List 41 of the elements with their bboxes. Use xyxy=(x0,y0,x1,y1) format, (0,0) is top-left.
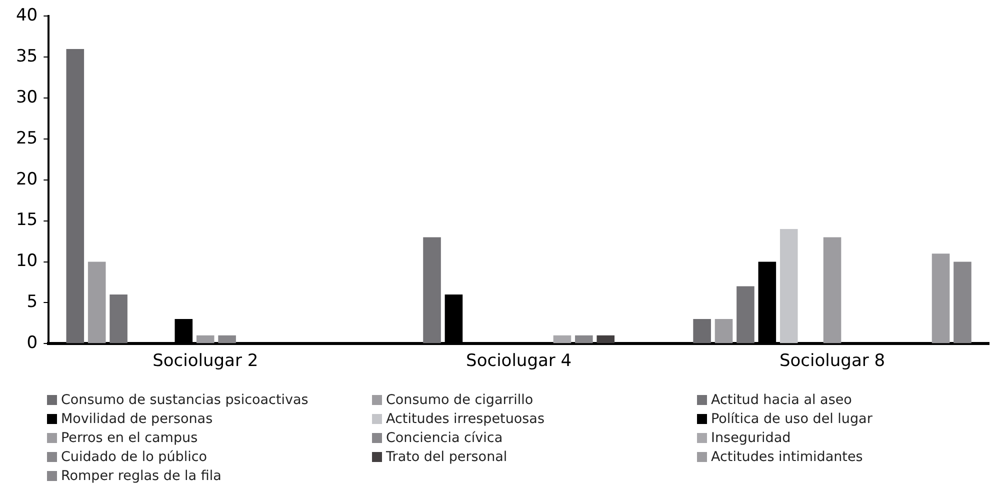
legend-label: Actitudes irrespetuosas xyxy=(386,411,544,427)
legend-label: Consumo de cigarrillo xyxy=(386,392,534,408)
y-tick-label: 0 xyxy=(26,333,38,354)
legend-label: Perros en el campus xyxy=(61,430,198,446)
bar xyxy=(88,262,106,344)
y-tick-label: 30 xyxy=(16,87,38,108)
legend-label: Actitud hacia al aseo xyxy=(711,392,852,408)
bar xyxy=(932,254,950,344)
y-tick-label: 25 xyxy=(16,128,38,148)
legend-label: Política de uso del lugar xyxy=(711,411,872,427)
bar xyxy=(780,229,798,344)
x-tick-label: Sociolugar 4 xyxy=(466,351,572,372)
bar xyxy=(714,319,733,344)
legend-label: Consumo de sustancias psicoactivas xyxy=(61,392,308,408)
bar xyxy=(553,335,572,344)
y-tick-label: 10 xyxy=(16,251,38,272)
bar xyxy=(736,286,754,344)
bar xyxy=(423,237,441,344)
x-tick-label: Sociolugar 8 xyxy=(779,351,886,372)
legend-label: Trato del personal xyxy=(386,449,508,465)
x-tick-label: Sociolugar 2 xyxy=(152,351,258,372)
bar xyxy=(66,48,84,344)
legend-label: Movilidad de personas xyxy=(61,411,213,427)
legend-label: Actitudes intimidantes xyxy=(711,449,863,465)
bar xyxy=(823,237,842,344)
bar xyxy=(196,335,214,344)
legend-label: Romper reglas de la fila xyxy=(61,468,222,484)
legend-label: Conciencia cívica xyxy=(386,430,503,446)
bar xyxy=(596,335,615,344)
bar xyxy=(575,335,593,344)
bar xyxy=(218,335,236,344)
legend-label: Inseguridad xyxy=(711,430,791,446)
bar xyxy=(954,262,972,344)
legend-label: Cuidado de lo público xyxy=(61,449,208,465)
y-tick-label: 15 xyxy=(16,210,38,230)
y-tick-label: 5 xyxy=(26,292,38,312)
bar xyxy=(110,294,128,344)
bar xyxy=(693,319,711,344)
y-tick-label: 20 xyxy=(16,169,38,190)
y-tick-label: 35 xyxy=(16,46,38,67)
y-tick-label: 40 xyxy=(16,6,38,26)
